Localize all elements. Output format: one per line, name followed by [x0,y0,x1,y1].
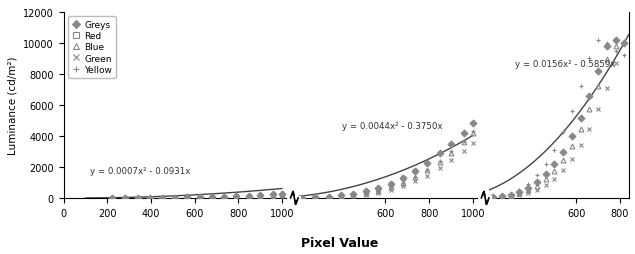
Legend: Greys, Red, Blue, Green, Yellow: Greys, Red, Blue, Green, Yellow [68,17,116,78]
Text: y = 0.0156x² - 0.5859x: y = 0.0156x² - 0.5859x [515,60,615,69]
Text: y = 0.0007x² - 0.0931x: y = 0.0007x² - 0.0931x [90,166,190,176]
Text: Pixel Value: Pixel Value [301,236,378,249]
Y-axis label: Luminance (cd/m²): Luminance (cd/m²) [8,56,18,154]
Text: y = 0.0044x² - 0.3750x: y = 0.0044x² - 0.3750x [342,122,442,131]
